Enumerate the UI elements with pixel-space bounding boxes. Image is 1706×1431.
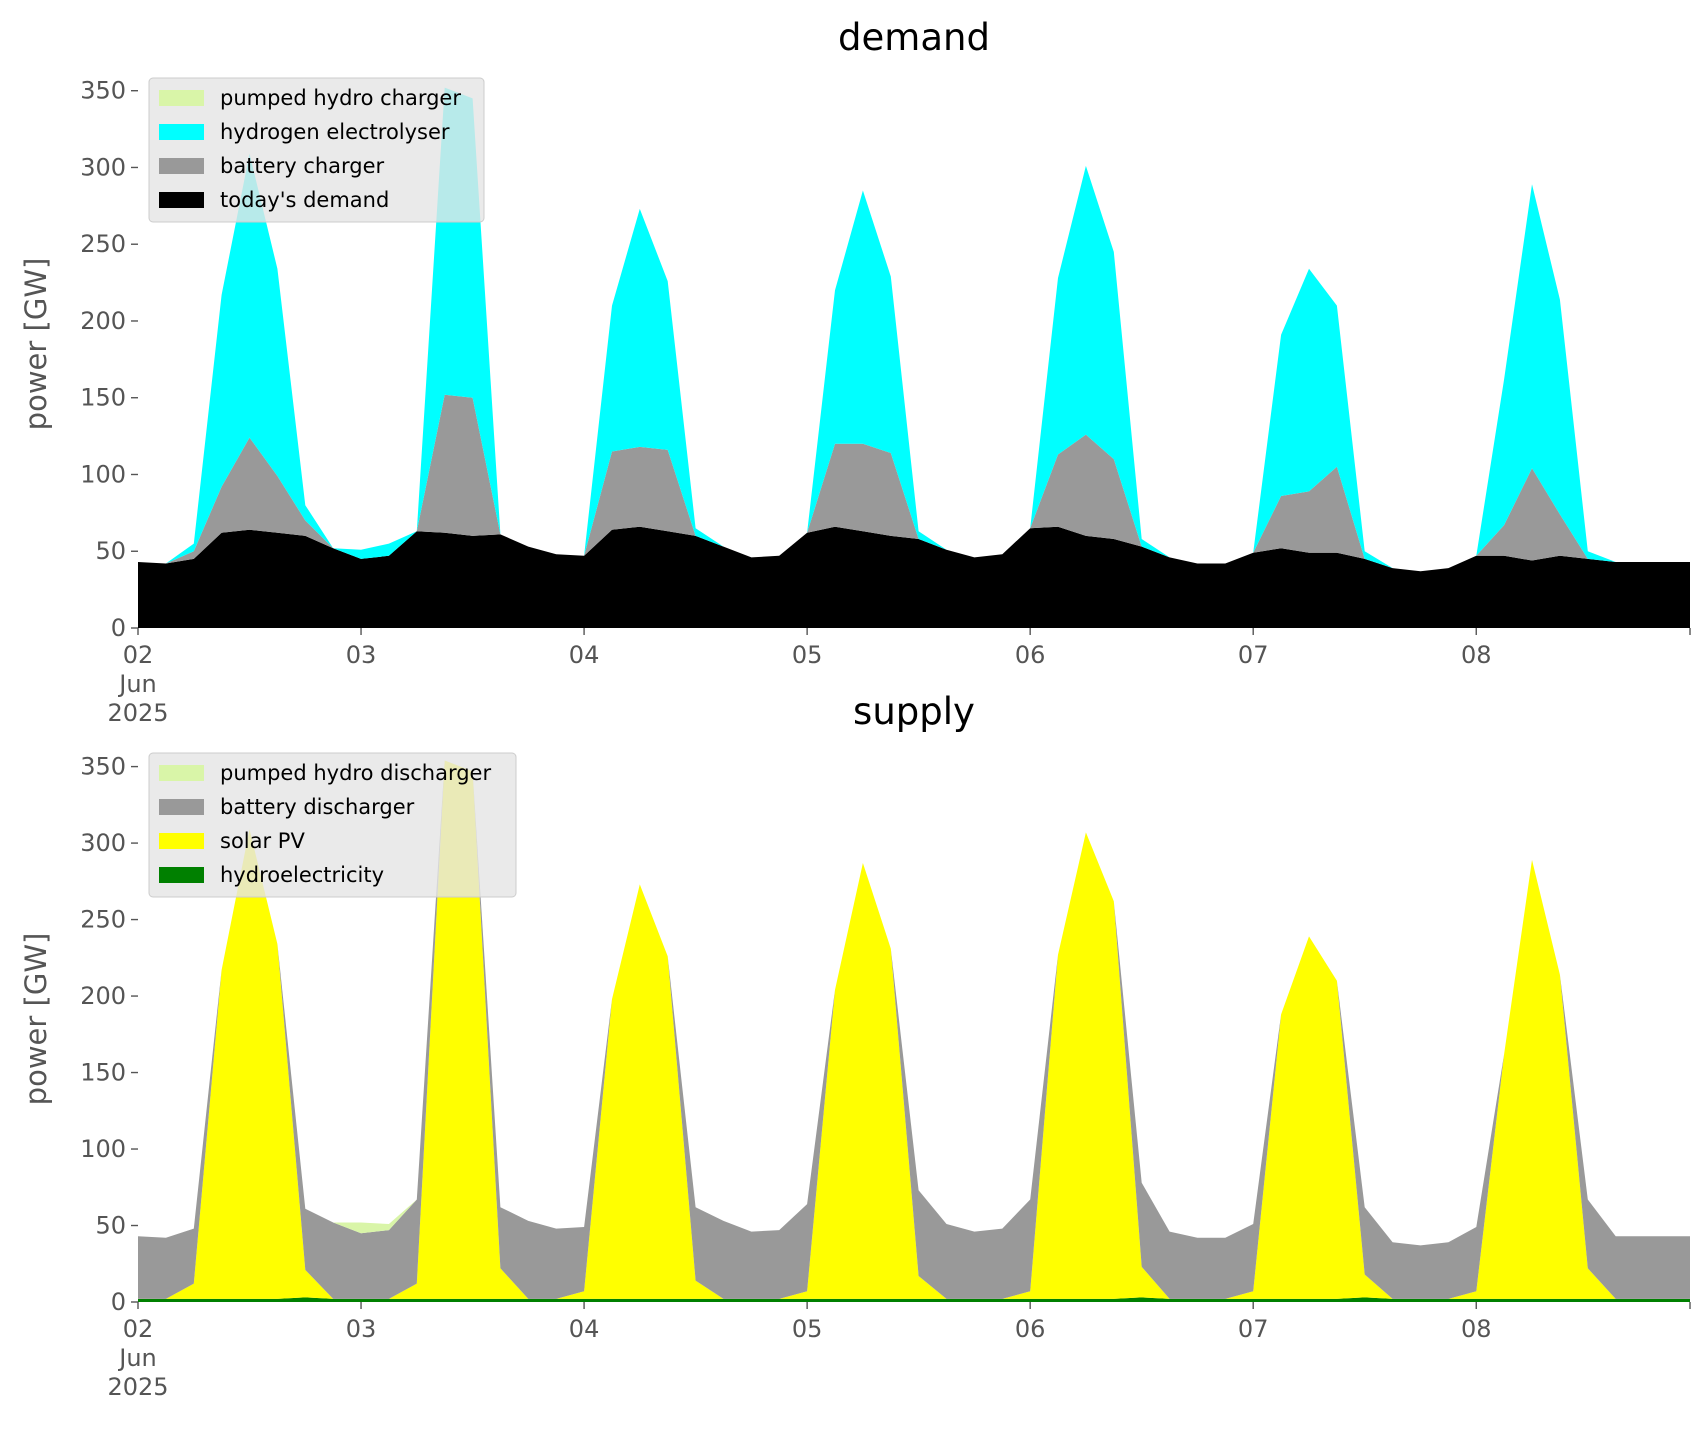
area-series-today-s-demand (138, 526, 1690, 628)
area-series-hydrogen-electrolyser (138, 87, 1690, 572)
y-tick-label: 250 (80, 230, 126, 258)
y-tick-label: 0 (111, 614, 126, 642)
legend-swatch (159, 158, 204, 174)
y-axis-label: power [GW] (19, 933, 53, 1106)
y-axis-label: power [GW] (19, 258, 53, 431)
chart-title: demand (838, 16, 990, 59)
x-tick-label: 08 (1461, 641, 1492, 669)
legend-label: solar PV (220, 829, 305, 853)
legend-swatch (159, 833, 204, 849)
legend-swatch (159, 192, 204, 208)
legend-swatch (159, 90, 204, 106)
x-tick-label: 06 (1015, 641, 1046, 669)
x-tick-label: 04 (569, 1315, 600, 1343)
x-tick-label: 07 (1238, 1315, 1269, 1343)
legend-box (148, 77, 485, 223)
legend-swatch (159, 765, 204, 781)
legend-swatch (159, 799, 204, 815)
legend-box (148, 752, 517, 898)
y-tick-label: 300 (80, 829, 126, 857)
y-tick-label: 350 (80, 753, 126, 781)
x-tick-label: 05 (792, 1315, 823, 1343)
legend: pumped hydro discharger battery discharge… (148, 752, 517, 898)
y-tick-label: 250 (80, 906, 126, 934)
y-tick-label: 350 (80, 77, 126, 105)
x-tick-label: 02 Jun 2025 (107, 641, 168, 727)
legend-label: battery charger (220, 154, 385, 178)
y-tick-label: 300 (80, 153, 126, 181)
legend-swatch (159, 124, 204, 140)
y-tick-label: 150 (80, 384, 126, 412)
area-series-hydroelectricity (138, 1297, 1690, 1302)
legend-label: hydroelectricity (220, 863, 384, 887)
y-tick-label: 50 (95, 1212, 126, 1240)
y-tick-label: 100 (80, 1135, 126, 1163)
x-tick-label: 06 (1015, 1315, 1046, 1343)
legend-label: pumped hydro discharger (220, 761, 491, 785)
chart-title: supply (853, 690, 975, 733)
legend-label: hydrogen electrolyser (220, 120, 450, 144)
x-tick-label: 02 Jun 2025 (107, 1315, 168, 1401)
area-series-solar-pv (138, 760, 1690, 1299)
legend-label: battery discharger (220, 795, 415, 819)
x-tick-label: 04 (569, 641, 600, 669)
legend-swatch (159, 867, 204, 883)
legend-label: today's demand (220, 188, 389, 212)
area-series-battery-discharger (138, 760, 1690, 1299)
y-tick-label: 200 (80, 982, 126, 1010)
x-tick-label: 08 (1461, 1315, 1492, 1343)
x-tick-label: 03 (346, 641, 377, 669)
x-tick-label: 05 (792, 641, 823, 669)
area-series-battery-charger (138, 394, 1690, 572)
y-tick-label: 100 (80, 460, 126, 488)
y-tick-label: 0 (111, 1288, 126, 1316)
y-tick-label: 150 (80, 1059, 126, 1087)
legend-label: pumped hydro charger (220, 86, 461, 110)
x-tick-label: 03 (346, 1315, 377, 1343)
legend: pumped hydro charger hydrogen electrolyse… (148, 77, 485, 223)
y-tick-label: 200 (80, 307, 126, 335)
x-tick-label: 07 (1238, 641, 1269, 669)
y-tick-label: 50 (95, 537, 126, 565)
